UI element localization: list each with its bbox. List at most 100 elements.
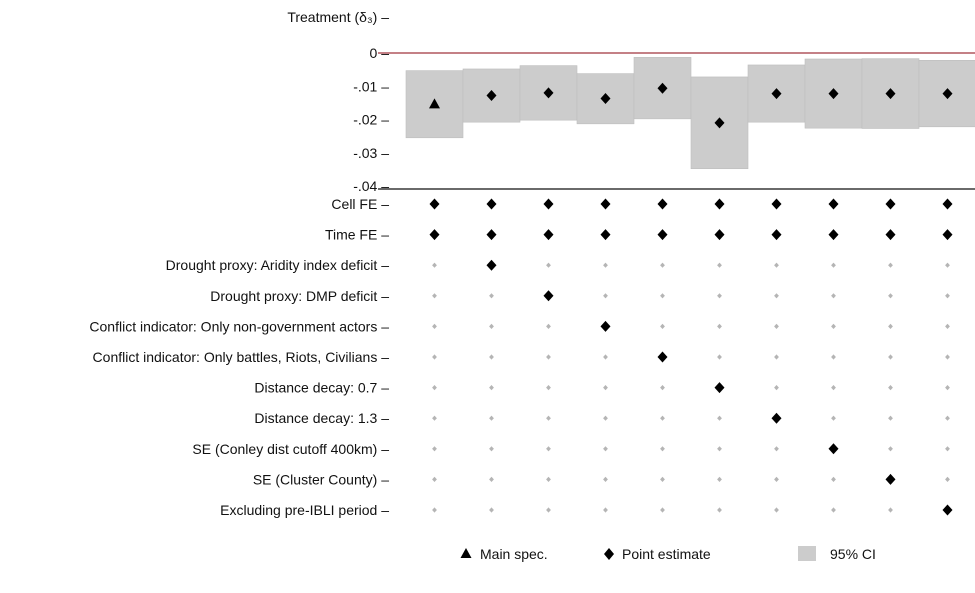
spec-inactive-marker [603,446,608,452]
spec-inactive-marker [603,293,608,299]
spec-inactive-marker [774,446,779,452]
spec-row-label: Time FE – [325,227,389,243]
spec-inactive-marker [888,415,893,421]
spec-inactive-marker [432,323,437,329]
point-estimates [429,82,953,129]
spec-active-marker [885,229,896,241]
y-tick-label: 0 – [370,45,390,61]
spec-inactive-marker [660,262,665,268]
spec-inactive-marker [546,476,551,482]
spec-inactive-marker [432,262,437,268]
spec-inactive-marker [831,293,836,299]
spec-inactive-marker [774,293,779,299]
spec-inactive-marker [432,385,437,391]
point-estimate-marker [543,87,554,99]
spec-inactive-marker [489,385,494,391]
spec-inactive-marker [831,354,836,360]
spec-active-marker [486,198,497,210]
spec-inactive-marker [774,262,779,268]
spec-active-marker [600,198,611,210]
spec-active-marker [828,198,839,210]
spec-inactive-marker [945,293,950,299]
ci-bars [405,57,975,170]
spec-inactive-marker [660,476,665,482]
spec-active-marker [543,290,554,302]
spec-active-marker [600,320,611,332]
spec-inactive-marker [831,323,836,329]
spec-inactive-marker [489,507,494,513]
y-tick-label: -.04 – [353,178,389,194]
point-estimate-marker [828,88,839,100]
spec-active-marker [771,229,782,241]
legend: Main spec. Point estimate 95% CI [460,546,876,562]
spec-inactive-marker [432,446,437,452]
spec-row-label: Conflict indicator: Only battles, Riots,… [93,349,390,365]
spec-inactive-marker [432,415,437,421]
spec-inactive-marker [432,476,437,482]
spec-inactive-marker [432,507,437,513]
y-tick-label: -.02 – [353,112,389,128]
spec-active-marker [657,229,668,241]
spec-inactive-marker [888,293,893,299]
spec-inactive-marker [660,385,665,391]
spec-inactive-marker [546,446,551,452]
spec-inactive-marker [432,354,437,360]
spec-active-marker [429,198,440,210]
spec-inactive-marker [489,476,494,482]
spec-inactive-marker [831,507,836,513]
point-estimate-marker [942,88,953,100]
spec-inactive-marker [717,507,722,513]
spec-inactive-marker [831,385,836,391]
point-estimate-marker [657,82,668,94]
point-estimate-marker [714,117,725,129]
spec-inactive-marker [603,354,608,360]
spec-active-marker [714,382,725,394]
spec-active-marker [771,412,782,424]
spec-inactive-marker [831,415,836,421]
spec-row-label: Conflict indicator: Only non-government … [89,318,389,334]
spec-inactive-marker [945,354,950,360]
spec-inactive-marker [717,476,722,482]
spec-active-marker [714,229,725,241]
legend-label-point-estimate: Point estimate [622,546,711,562]
spec-inactive-marker [660,415,665,421]
spec-inactive-marker [888,262,893,268]
spec-inactive-marker [831,476,836,482]
spec-inactive-marker [717,354,722,360]
spec-inactive-marker [546,385,551,391]
spec-inactive-marker [489,446,494,452]
spec-active-marker [942,198,953,210]
spec-inactive-marker [603,415,608,421]
spec-inactive-marker [489,323,494,329]
spec-inactive-marker [660,446,665,452]
main-spec-marker [429,98,440,109]
spec-active-marker [885,473,896,485]
spec-active-marker [600,229,611,241]
spec-inactive-marker [945,446,950,452]
spec-row-label: SE (Cluster County) – [253,471,389,487]
spec-active-marker [828,443,839,455]
point-estimate-marker [600,93,611,105]
spec-active-marker [486,229,497,241]
y-tick-labels: 0 – -.01 – -.02 – -.03 – -.04 – [353,45,389,194]
spec-active-marker [885,198,896,210]
spec-inactive-marker [774,354,779,360]
spec-active-marker [771,198,782,210]
spec-inactive-marker [489,293,494,299]
spec-inactive-marker [774,323,779,329]
spec-indicator-dots [429,198,953,516]
spec-inactive-marker [945,323,950,329]
spec-inactive-marker [546,323,551,329]
spec-active-marker [942,504,953,516]
spec-row-label: SE (Conley dist cutoff 400km) – [192,441,389,457]
spec-active-marker [942,229,953,241]
spec-inactive-marker [489,415,494,421]
spec-inactive-marker [717,323,722,329]
spec-inactive-marker [660,293,665,299]
spec-active-marker [714,198,725,210]
y-tick-label: -.03 – [353,145,389,161]
spec-inactive-marker [888,446,893,452]
spec-active-marker [429,229,440,241]
spec-row-label: Cell FE – [331,196,389,212]
spec-active-marker [828,229,839,241]
